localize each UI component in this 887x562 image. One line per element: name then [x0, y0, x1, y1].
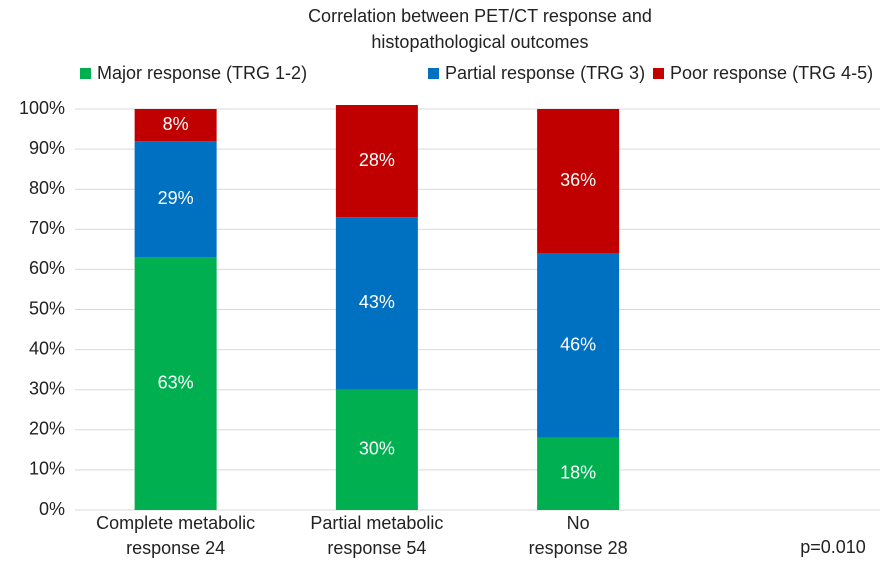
x-tick-label: No: [567, 513, 590, 533]
chart-title: Correlation between PET/CT response and: [308, 6, 652, 26]
legend-swatch: [428, 68, 439, 79]
bar-segment: [335, 389, 418, 510]
y-tick-label: 100%: [19, 98, 65, 118]
chart-title: histopathological outcomes: [371, 32, 588, 52]
legend-label: Major response (TRG 1-2): [97, 63, 307, 83]
bar-segment: [134, 257, 217, 510]
y-tick-label: 90%: [29, 138, 65, 158]
bar-segment: [335, 104, 418, 218]
legend-label: Poor response (TRG 4-5): [670, 63, 873, 83]
data-label: 36%: [560, 170, 596, 190]
data-label: 46%: [560, 334, 596, 354]
y-tick-label: 0%: [39, 499, 65, 519]
x-tick-label: response 54: [327, 538, 426, 558]
bar-segment: [537, 109, 620, 254]
bar-segment: [335, 217, 418, 390]
y-tick-label: 50%: [29, 298, 65, 318]
bar-segment: [537, 253, 620, 438]
y-tick-label: 30%: [29, 378, 65, 398]
x-tick-label: Partial metabolic: [310, 513, 443, 533]
y-tick-label: 10%: [29, 459, 65, 479]
data-label: 28%: [359, 150, 395, 170]
y-tick-label: 60%: [29, 258, 65, 278]
data-label: 8%: [163, 114, 189, 134]
y-tick-label: 70%: [29, 218, 65, 238]
x-tick-label: response 28: [529, 538, 628, 558]
data-label: 18%: [560, 463, 596, 483]
annotation: p=0.010: [800, 537, 866, 557]
data-label: 29%: [158, 188, 194, 208]
y-tick-label: 20%: [29, 419, 65, 439]
data-label: 43%: [359, 292, 395, 312]
bar-segment: [537, 437, 620, 510]
x-tick-label: Complete metabolic: [96, 513, 255, 533]
y-tick-label: 40%: [29, 338, 65, 358]
legend-swatch: [80, 68, 91, 79]
bar-segment: [134, 109, 217, 142]
y-tick-label: 80%: [29, 178, 65, 198]
legend-swatch: [653, 68, 664, 79]
bar-segment: [134, 141, 217, 258]
legend-label: Partial response (TRG 3): [445, 63, 645, 83]
x-tick-label: response 24: [126, 538, 225, 558]
data-label: 30%: [359, 439, 395, 459]
data-label: 63%: [158, 372, 194, 392]
